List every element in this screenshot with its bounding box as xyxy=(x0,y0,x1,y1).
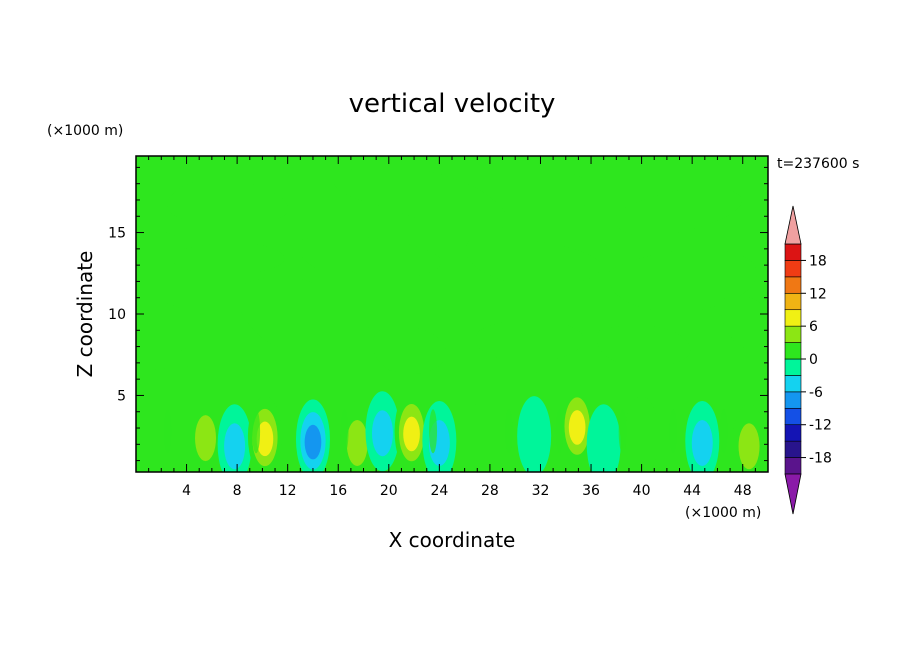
contour-level xyxy=(586,404,621,472)
colorbar-swatch xyxy=(784,292,802,311)
colorbar-swatch xyxy=(784,325,802,343)
colorbar: 18 12 6 0 -6 -12 -18 xyxy=(784,205,832,515)
x-tick-label: 28 xyxy=(481,483,499,499)
velocity-features xyxy=(188,384,767,472)
colorbar-swatch xyxy=(784,457,802,475)
colorbar-tick-label: -18 xyxy=(809,451,832,467)
contour-level xyxy=(460,404,495,472)
streak xyxy=(429,409,438,454)
velocity-feature xyxy=(394,391,429,472)
contour-level xyxy=(224,423,246,470)
y-axis-ticks: 5 10 15 xyxy=(108,166,768,462)
colorbar-swatch xyxy=(784,260,802,278)
colorbar-swatch xyxy=(784,342,802,360)
colorbar-swatch xyxy=(784,243,802,261)
x-tick-label: 20 xyxy=(380,483,398,499)
colorbar-tick-label: -6 xyxy=(809,385,823,401)
time-label: t=237600 s xyxy=(777,156,859,172)
colorbar-swatch xyxy=(784,407,802,426)
x-tick-label: 48 xyxy=(734,483,752,499)
x-tick-label: 16 xyxy=(329,483,347,499)
velocity-feature xyxy=(517,396,552,472)
velocity-feature xyxy=(732,404,767,472)
lower-turbulence xyxy=(163,409,728,454)
velocity-feature xyxy=(685,401,720,472)
colorbar-swatch xyxy=(784,358,802,376)
streak xyxy=(340,409,349,454)
velocity-feature xyxy=(560,384,595,465)
colorbar-under-triangle xyxy=(784,473,802,515)
velocity-feature xyxy=(340,401,375,472)
streak xyxy=(719,409,728,454)
velocity-feature xyxy=(586,404,621,472)
colorbar-tick-label: -12 xyxy=(809,418,832,434)
colorbar-swatch xyxy=(784,440,802,458)
colorbar-swatch xyxy=(784,424,802,442)
contour-level xyxy=(568,410,586,445)
y-tick-label: 15 xyxy=(108,226,126,242)
plot-area xyxy=(136,156,768,472)
velocity-feature xyxy=(295,399,330,472)
x-tick-label: 40 xyxy=(633,483,651,499)
x-tick-label: 44 xyxy=(683,483,701,499)
streak xyxy=(555,409,564,454)
x-axis-label: X coordinate xyxy=(389,528,516,552)
chart-title: vertical velocity xyxy=(349,89,556,119)
colorbar-swatch xyxy=(784,309,802,327)
velocity-feature xyxy=(188,396,223,472)
streak xyxy=(252,409,261,454)
colorbar-swatch xyxy=(784,276,802,294)
contour-level xyxy=(371,410,393,457)
colorbar-tick-label: 6 xyxy=(809,319,818,335)
colorbar-tick-label: 0 xyxy=(809,352,818,368)
velocity-feature xyxy=(217,404,252,472)
contour-level xyxy=(256,421,274,457)
y-axis-label: Z coordinate xyxy=(73,251,97,378)
x-tick-label: 12 xyxy=(279,483,297,499)
colorbar-over-triangle xyxy=(784,205,802,245)
contour-level xyxy=(691,420,713,467)
x-axis-ticks: 4 8 12 16 20 24 28 32 36 40 44 48 xyxy=(148,156,756,499)
y-tick-label: 5 xyxy=(117,388,126,404)
contour-level xyxy=(738,423,760,470)
y-axis-unit: (×1000 m) xyxy=(47,123,123,139)
colorbar-tick-label: 12 xyxy=(809,286,827,302)
colorbar-swatch xyxy=(784,391,802,409)
velocity-feature xyxy=(624,396,659,472)
contour-level xyxy=(624,396,659,472)
colorbar-tick-label: 18 xyxy=(809,253,827,269)
contour-level xyxy=(346,420,368,467)
velocity-feature xyxy=(460,404,495,472)
contour-level xyxy=(517,396,552,472)
x-axis-unit: (×1000 m) xyxy=(685,505,761,521)
contour-level xyxy=(304,424,322,460)
streak xyxy=(504,409,513,454)
streak xyxy=(618,409,627,454)
x-tick-label: 36 xyxy=(582,483,600,499)
x-tick-label: 24 xyxy=(430,483,448,499)
streak xyxy=(163,409,172,454)
y-tick-label: 10 xyxy=(108,307,126,323)
contour-level xyxy=(403,416,420,452)
contour-level xyxy=(195,415,217,462)
x-tick-label: 4 xyxy=(182,483,191,499)
streak xyxy=(669,409,678,454)
velocity-feature xyxy=(365,391,400,472)
x-tick-label: 32 xyxy=(532,483,550,499)
x-tick-label: 8 xyxy=(233,483,242,499)
colorbar-swatch xyxy=(784,375,802,393)
